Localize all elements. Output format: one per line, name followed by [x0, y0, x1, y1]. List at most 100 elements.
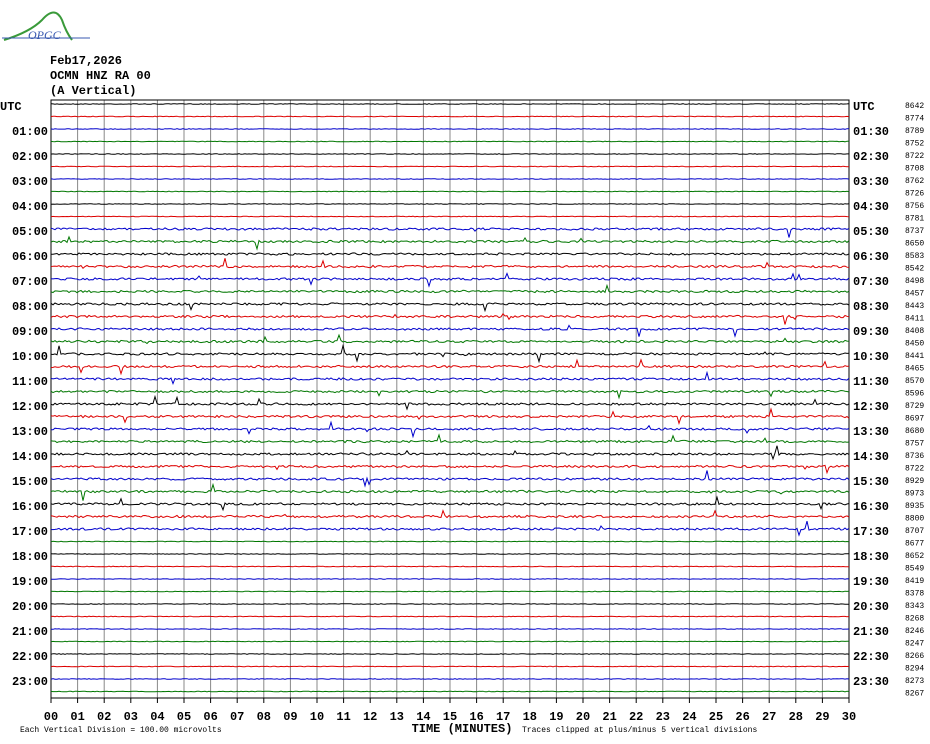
- trace-number: 8549: [905, 565, 924, 574]
- trace-number: 8247: [905, 640, 924, 649]
- left-label: 11:00: [12, 375, 48, 389]
- trace-number: 8419: [905, 577, 924, 586]
- trace: [50, 628, 850, 630]
- right-label: UTC: [853, 100, 875, 114]
- right-label: 09:30: [853, 325, 889, 339]
- trace-number: 8411: [905, 315, 924, 324]
- right-label: 04:30: [853, 200, 889, 214]
- x-tick-label: 25: [709, 710, 723, 724]
- trace: [50, 358, 850, 376]
- trace-number: 8542: [905, 265, 924, 274]
- right-label: 05:30: [853, 225, 889, 239]
- trace-number: 8273: [905, 677, 924, 686]
- trace-number: 8973: [905, 490, 924, 499]
- header-date: Feb17,2026: [50, 54, 122, 68]
- left-label: 03:00: [12, 175, 48, 189]
- left-label: 21:00: [12, 625, 48, 639]
- trace-number: 8650: [905, 240, 924, 249]
- trace: [50, 302, 850, 313]
- trace: [50, 235, 850, 251]
- trace: [50, 165, 850, 168]
- left-label: 08:00: [12, 300, 48, 314]
- trace: [50, 343, 850, 364]
- trace-number: 8929: [905, 477, 924, 486]
- x-tick-label: 24: [682, 710, 696, 724]
- trace: [50, 520, 850, 537]
- trace: [50, 227, 850, 238]
- left-label: 02:00: [12, 150, 48, 164]
- footer-scale: Each Vertical Division = 100.00 microvol…: [20, 726, 222, 735]
- trace: [50, 495, 850, 512]
- right-label: 18:30: [853, 550, 889, 564]
- right-label: 12:30: [853, 400, 889, 414]
- right-label: 20:30: [853, 600, 889, 614]
- x-tick-label: 23: [656, 710, 670, 724]
- logo: OPGC: [28, 28, 62, 42]
- trace: [50, 407, 850, 425]
- trace: [50, 203, 850, 205]
- trace-number: 8757: [905, 440, 924, 449]
- right-label: 08:30: [853, 300, 889, 314]
- x-tick-label: 19: [549, 710, 563, 724]
- header-component: (A Vertical): [50, 84, 136, 98]
- right-label: 23:30: [853, 675, 889, 689]
- trace: [50, 578, 850, 580]
- x-tick-label: 20: [576, 710, 590, 724]
- trace: [50, 178, 850, 180]
- right-label: 19:30: [853, 575, 889, 589]
- trace-number: 8752: [905, 140, 924, 149]
- right-label: 13:30: [853, 425, 889, 439]
- x-tick-label: 06: [203, 710, 217, 724]
- x-tick-label: 10: [310, 710, 324, 724]
- trace: [50, 258, 850, 270]
- right-label: 17:30: [853, 525, 889, 539]
- trace: [50, 153, 849, 155]
- x-tick-label: 09: [283, 710, 297, 724]
- trace-number: 8708: [905, 165, 924, 174]
- trace: [50, 665, 850, 668]
- logo-curve: [3, 11, 73, 41]
- footer-clip: Traces clipped at plus/minus 5 vertical …: [522, 726, 757, 735]
- right-label: 14:30: [853, 450, 889, 464]
- trace: [51, 252, 850, 256]
- trace: [50, 389, 850, 400]
- trace-number: 8498: [905, 277, 924, 286]
- right-label: 06:30: [853, 250, 889, 264]
- trace: [50, 370, 850, 386]
- header-station: OCMN HNZ RA 00: [50, 69, 151, 83]
- trace: [50, 272, 850, 288]
- trace-number: 8680: [905, 427, 924, 436]
- trace: [50, 433, 850, 444]
- trace-number: 8246: [905, 627, 924, 636]
- x-tick-label: 16: [469, 710, 483, 724]
- x-tick-label: 02: [97, 710, 111, 724]
- trace: [50, 678, 850, 680]
- left-label: 15:00: [12, 475, 48, 489]
- trace-number: 8729: [905, 402, 924, 411]
- trace-number: 8294: [905, 665, 924, 674]
- trace-number: 8707: [905, 527, 924, 536]
- left-label: 01:00: [12, 125, 48, 139]
- left-label: UTC: [0, 100, 22, 114]
- trace-number: 8737: [905, 227, 924, 236]
- trace-number: 8697: [905, 415, 924, 424]
- trace-number: 8465: [905, 365, 924, 374]
- trace-number: 8677: [905, 540, 924, 549]
- left-label: 22:00: [12, 650, 48, 664]
- trace-number: 8722: [905, 465, 924, 474]
- x-tick-label: 15: [443, 710, 457, 724]
- x-tick-label: 12: [363, 710, 377, 724]
- trace: [50, 324, 850, 338]
- trace: [50, 565, 849, 568]
- trace-number: 8570: [905, 377, 924, 386]
- trace-number: 8268: [905, 615, 924, 624]
- trace-number: 8756: [905, 202, 924, 211]
- trace-number: 8583: [905, 252, 924, 261]
- trace: [50, 140, 850, 143]
- trace: [50, 394, 850, 411]
- x-tick-label: 07: [230, 710, 244, 724]
- trace: [50, 420, 850, 439]
- x-tick-label: 18: [523, 710, 537, 724]
- left-label: 05:00: [12, 225, 48, 239]
